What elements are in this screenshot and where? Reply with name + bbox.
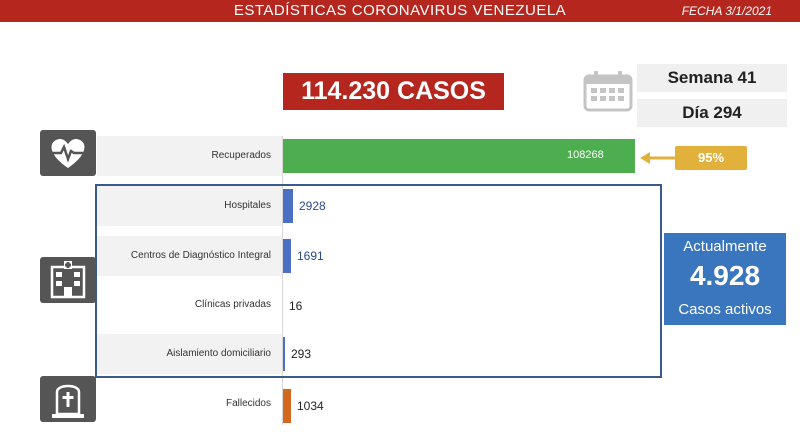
report-date: FECHA 3/1/2021 — [681, 4, 772, 18]
recovered-percent-badge: 95% — [675, 146, 747, 170]
bar-value-label: 293 — [291, 347, 312, 361]
recovered-icon-tile — [40, 130, 96, 176]
category-label: Centros de Diagnóstico Integral — [130, 250, 271, 261]
total-cases-badge: 114.230 CASOS — [283, 73, 504, 110]
day-label: Día 294 — [637, 99, 787, 127]
deceased-icon-tile — [40, 376, 96, 422]
bar-value-label: 2928 — [299, 199, 326, 213]
calendar-icon — [583, 71, 633, 112]
page-title: ESTADÍSTICAS CORONAVIRUS VENEZUELA — [233, 2, 567, 19]
category-label: Clínicas privadas — [194, 299, 271, 310]
bar-value-label: 108268 — [567, 149, 604, 161]
active-cases-caption: Casos activos — [678, 301, 772, 318]
row-band-fallecidos — [97, 386, 282, 426]
bar-4 — [283, 337, 285, 371]
category-label: Recuperados — [211, 150, 271, 161]
category-axis-line — [282, 136, 283, 425]
row-band-hospitales — [97, 186, 282, 226]
category-label: Fallecidos — [225, 398, 271, 409]
heart-pulse-icon — [50, 138, 86, 168]
hospitalized-icon-tile — [40, 257, 96, 303]
bar-value-label: 16 — [289, 299, 303, 313]
row-band-cdi — [97, 236, 282, 276]
hospitalized-group-frame — [95, 184, 662, 378]
active-cases-value: 4.928 — [689, 260, 761, 291]
bar-value-label: 1034 — [297, 399, 324, 413]
row-band-clinicas — [97, 286, 282, 326]
week-label: Semana 41 — [637, 64, 787, 92]
row-band-aislamiento — [97, 334, 282, 374]
arrow-left-icon — [640, 152, 676, 164]
header-bar: ESTADÍSTICAS CORONAVIRUS VENEZUELA FECHA… — [0, 0, 800, 22]
active-cases-panel: Actualmente 4.928 Casos activos — [664, 233, 786, 325]
bar-value-label: 1691 — [297, 249, 324, 263]
active-cases-heading: Actualmente — [683, 238, 767, 255]
category-label: Aislamiento domiciliario — [166, 348, 271, 359]
bar-5 — [283, 389, 291, 423]
category-label: Hospitales — [224, 200, 271, 211]
hospital-icon — [50, 261, 86, 299]
bar-1 — [283, 189, 293, 223]
bar-0 — [283, 139, 635, 173]
bar-2 — [283, 239, 291, 273]
row-band-recuperados — [97, 136, 282, 176]
tombstone-icon — [52, 384, 84, 418]
